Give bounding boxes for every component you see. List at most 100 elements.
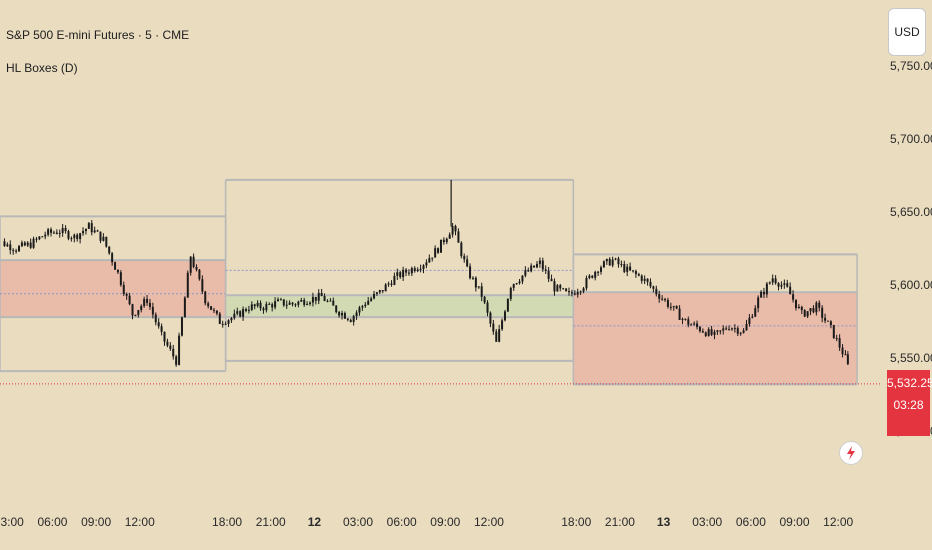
x-tick-label: 18:00 (212, 515, 242, 529)
candle-body (169, 345, 172, 349)
x-tick-label: 06:00 (387, 515, 417, 529)
candle-body (535, 263, 538, 268)
candle-body (375, 292, 378, 294)
x-tick-label: 21:00 (605, 515, 635, 529)
candle-body (533, 265, 536, 268)
candle-body (262, 308, 265, 311)
indicator-label[interactable]: HL Boxes (D) (6, 61, 78, 75)
candle-body (835, 338, 838, 340)
candle-body (777, 283, 780, 287)
candle-body (90, 223, 93, 233)
candle-body (640, 275, 643, 281)
candle-body (50, 229, 53, 233)
candle-body (646, 278, 649, 282)
candle-body (288, 302, 291, 305)
candle-body (151, 306, 154, 315)
candle-body (710, 329, 713, 335)
candle-body (713, 331, 716, 335)
candle-body (87, 223, 90, 229)
flash-alert-icon[interactable] (839, 441, 863, 465)
candle-body (524, 270, 527, 276)
candle-body (183, 297, 186, 318)
candle-body (61, 228, 64, 233)
hl-box-body-0 (0, 260, 226, 318)
candle-body (198, 269, 201, 280)
candle-body (454, 226, 457, 232)
candle-body (844, 354, 847, 356)
candle-body (600, 267, 603, 272)
last-price-value: 5,532.25 (887, 376, 932, 390)
candle-body (212, 309, 215, 311)
candle-body (655, 288, 658, 295)
candle-body (803, 310, 806, 317)
candle-body (381, 290, 384, 292)
candle-body (565, 288, 568, 292)
candle-body (471, 277, 474, 279)
candle-body (349, 319, 352, 322)
currency-button[interactable]: USD (888, 8, 926, 56)
candle-body (137, 310, 140, 315)
candle-body (294, 304, 297, 306)
candle-body (582, 288, 585, 292)
candle-body (690, 324, 693, 326)
candle-body (512, 284, 515, 288)
candle-body (550, 278, 553, 282)
y-tick-label: 5,600.00 (890, 278, 932, 292)
candle-body (105, 236, 108, 247)
candle-body (122, 284, 125, 294)
candle-body (175, 356, 178, 365)
candle-body (509, 287, 512, 299)
candle-body (611, 259, 614, 266)
x-tick-label: 06:00 (37, 515, 67, 529)
candle-body (815, 302, 818, 313)
candle-body (442, 239, 445, 243)
candle-body (300, 299, 303, 302)
candle-body (762, 291, 765, 295)
candle-body (384, 284, 387, 292)
candle-body (783, 283, 786, 285)
candle-body (422, 265, 425, 269)
candle-body (501, 320, 504, 330)
x-tick-label: 09:00 (81, 515, 111, 529)
candle-body (111, 253, 114, 263)
candle-body (204, 291, 207, 304)
candle-body (119, 272, 122, 285)
candle-body (297, 301, 300, 305)
candle-body (108, 246, 111, 254)
candle-body (681, 318, 684, 320)
candle-body (192, 256, 195, 267)
x-tick-label: 12 (308, 515, 322, 529)
candle-body (634, 271, 637, 275)
candle-body (410, 268, 413, 274)
candle-body (684, 318, 687, 320)
candle-body (250, 304, 253, 310)
candle-body (99, 231, 102, 241)
candle-body (329, 300, 332, 302)
candle-body (669, 306, 672, 308)
candle-body (469, 266, 472, 279)
candle-body (637, 274, 640, 276)
x-tick-label: 03:00 (343, 515, 373, 529)
x-tick-label: 12:00 (474, 515, 504, 529)
candle-body (661, 298, 664, 300)
candle-body (224, 323, 227, 325)
candle-body (131, 304, 134, 316)
candle-body (9, 244, 12, 251)
candle-body (716, 330, 719, 332)
candle-body (760, 291, 763, 298)
candle-body (271, 304, 274, 308)
candle-body (809, 308, 812, 312)
candle-body (780, 284, 783, 287)
candle-body (44, 234, 47, 237)
candle-body (210, 306, 213, 310)
candle-body (180, 317, 183, 336)
candle-body (445, 238, 448, 243)
candle-body (378, 290, 381, 293)
candle-body (457, 231, 460, 243)
candle-body (405, 269, 408, 273)
y-tick-label-partial: 5,750.00 (890, 59, 932, 73)
candle-body (172, 348, 175, 357)
candle-body (55, 232, 58, 234)
candle-body (407, 272, 410, 274)
